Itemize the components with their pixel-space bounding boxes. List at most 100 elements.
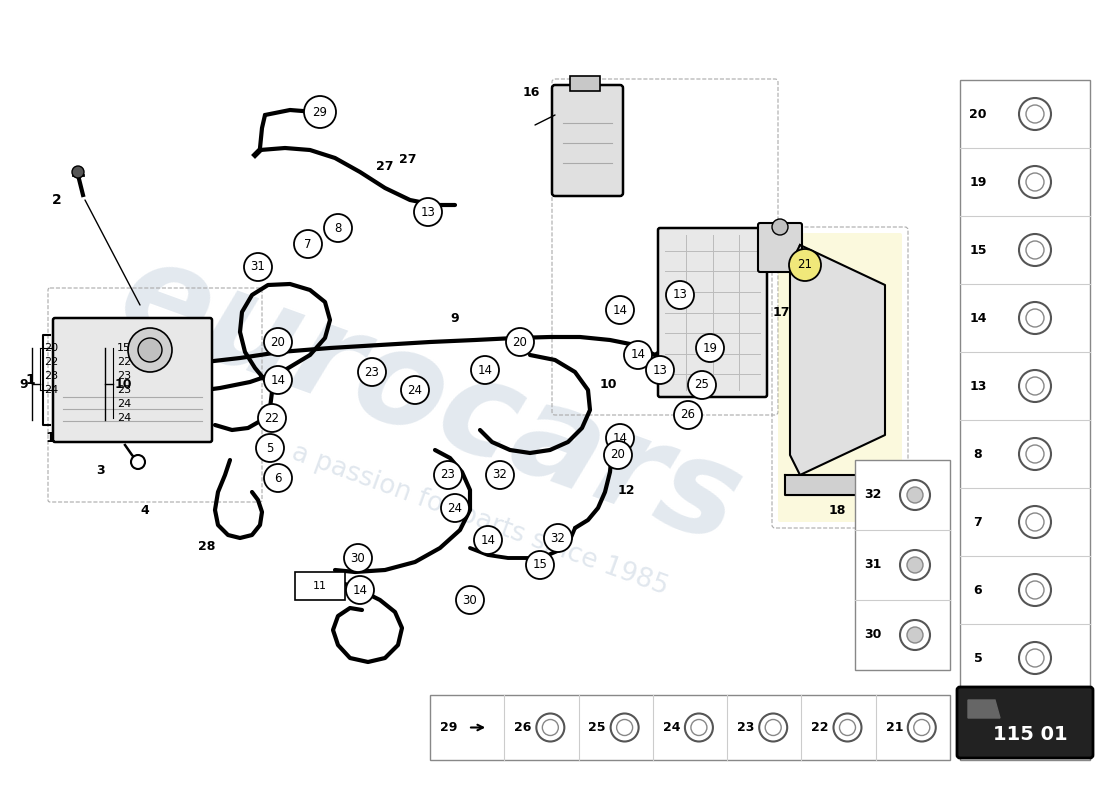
Circle shape — [1026, 649, 1044, 667]
Circle shape — [402, 376, 429, 404]
Circle shape — [900, 550, 930, 580]
Text: 14: 14 — [630, 349, 646, 362]
Text: 30: 30 — [865, 629, 882, 642]
Text: 19: 19 — [969, 175, 987, 189]
Text: 13: 13 — [969, 379, 987, 393]
Circle shape — [1019, 438, 1050, 470]
FancyBboxPatch shape — [53, 318, 212, 442]
Circle shape — [414, 198, 442, 226]
Text: 27: 27 — [399, 153, 417, 166]
Text: 20: 20 — [44, 343, 58, 353]
FancyBboxPatch shape — [758, 223, 802, 272]
Circle shape — [344, 544, 372, 572]
Circle shape — [258, 404, 286, 432]
Text: 14: 14 — [271, 374, 286, 386]
Circle shape — [1019, 642, 1050, 674]
Text: 22: 22 — [812, 721, 828, 734]
Circle shape — [294, 230, 322, 258]
Text: 14: 14 — [477, 363, 493, 377]
Circle shape — [691, 719, 707, 735]
Text: 4: 4 — [141, 503, 150, 517]
Circle shape — [1026, 581, 1044, 599]
Polygon shape — [785, 475, 865, 495]
Circle shape — [441, 494, 469, 522]
Circle shape — [610, 714, 639, 742]
Text: 5: 5 — [974, 651, 982, 665]
Circle shape — [304, 96, 336, 128]
Text: 13: 13 — [652, 363, 668, 377]
Circle shape — [1019, 370, 1050, 402]
Circle shape — [696, 334, 724, 362]
Circle shape — [346, 576, 374, 604]
Text: 26: 26 — [514, 721, 531, 734]
Text: 19: 19 — [703, 342, 717, 354]
Circle shape — [471, 356, 499, 384]
Circle shape — [434, 461, 462, 489]
Circle shape — [666, 281, 694, 309]
Circle shape — [1019, 302, 1050, 334]
Circle shape — [1026, 377, 1044, 395]
Text: 7: 7 — [305, 238, 311, 250]
Text: 10: 10 — [600, 378, 617, 391]
Text: 3: 3 — [97, 463, 104, 477]
Text: 1: 1 — [25, 373, 35, 387]
Circle shape — [839, 719, 856, 735]
Text: 23: 23 — [117, 385, 131, 395]
Text: 13: 13 — [420, 206, 436, 218]
Text: 18: 18 — [828, 503, 846, 517]
Text: 17: 17 — [773, 306, 791, 319]
Circle shape — [264, 366, 292, 394]
Circle shape — [908, 714, 936, 742]
Circle shape — [674, 401, 702, 429]
Text: 9: 9 — [20, 378, 28, 390]
Circle shape — [900, 480, 930, 510]
Circle shape — [128, 328, 172, 372]
Text: 22: 22 — [264, 411, 279, 425]
Circle shape — [264, 464, 292, 492]
Circle shape — [914, 719, 929, 735]
Text: 15: 15 — [532, 558, 548, 571]
Text: 9: 9 — [451, 312, 460, 325]
Text: 115 01: 115 01 — [992, 725, 1067, 744]
Circle shape — [544, 524, 572, 552]
Text: 29: 29 — [440, 721, 458, 734]
Text: 20: 20 — [513, 335, 527, 349]
Text: 22: 22 — [117, 357, 131, 367]
Text: 31: 31 — [865, 558, 882, 571]
Bar — [855, 460, 950, 670]
Circle shape — [789, 249, 821, 281]
Text: 10: 10 — [116, 378, 132, 390]
Text: 24: 24 — [407, 383, 422, 397]
Text: 23: 23 — [44, 371, 58, 381]
Circle shape — [506, 328, 534, 356]
Circle shape — [1026, 717, 1044, 735]
Circle shape — [606, 296, 634, 324]
Bar — [960, 80, 1090, 760]
Text: 20: 20 — [610, 449, 626, 462]
Text: 2: 2 — [53, 193, 62, 207]
Circle shape — [1026, 173, 1044, 191]
Circle shape — [456, 586, 484, 614]
Text: 23: 23 — [737, 721, 755, 734]
Text: 16: 16 — [522, 86, 540, 99]
Text: 7: 7 — [974, 515, 982, 529]
Bar — [430, 695, 950, 760]
Text: 8: 8 — [334, 222, 342, 234]
Text: 21: 21 — [798, 258, 813, 271]
Text: 31: 31 — [251, 261, 265, 274]
Circle shape — [766, 719, 781, 735]
Circle shape — [1019, 710, 1050, 742]
Circle shape — [1019, 166, 1050, 198]
Text: 24: 24 — [44, 385, 58, 395]
Circle shape — [908, 627, 923, 643]
Circle shape — [606, 424, 634, 452]
Circle shape — [474, 526, 502, 554]
Circle shape — [772, 219, 788, 235]
Polygon shape — [968, 700, 1000, 718]
Text: 26: 26 — [681, 409, 695, 422]
Text: 20: 20 — [969, 107, 987, 121]
Circle shape — [1019, 574, 1050, 606]
Text: 29: 29 — [312, 106, 328, 118]
Text: 32: 32 — [493, 469, 507, 482]
Circle shape — [908, 557, 923, 573]
